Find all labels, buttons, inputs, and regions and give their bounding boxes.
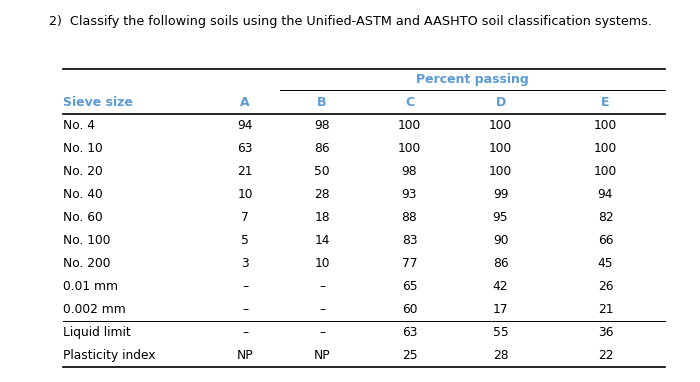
Text: NP: NP [314,349,330,362]
Text: 63: 63 [237,142,253,155]
Text: 55: 55 [493,326,508,339]
Text: 100: 100 [489,165,512,178]
Text: 21: 21 [598,303,613,316]
Text: 60: 60 [402,303,417,316]
Text: 42: 42 [493,280,508,293]
Text: E: E [601,96,610,108]
Text: 77: 77 [402,257,417,270]
Text: NP: NP [237,349,253,362]
Text: 63: 63 [402,326,417,339]
Text: 10: 10 [314,257,330,270]
Text: 90: 90 [493,234,508,247]
Text: 14: 14 [314,234,330,247]
Text: 10: 10 [237,188,253,201]
Text: 0.01 mm: 0.01 mm [63,280,118,293]
Text: 18: 18 [314,211,330,224]
Text: 50: 50 [314,165,330,178]
Text: No. 20: No. 20 [63,165,103,178]
Text: 82: 82 [598,211,613,224]
Text: C: C [405,96,414,108]
Text: 45: 45 [598,257,613,270]
Text: No. 4: No. 4 [63,119,95,132]
Text: 83: 83 [402,234,417,247]
Text: 65: 65 [402,280,417,293]
Text: 22: 22 [598,349,613,362]
Text: 100: 100 [594,119,617,132]
Text: –: – [242,303,248,316]
Text: 100: 100 [398,119,421,132]
Text: –: – [242,280,248,293]
Text: 94: 94 [237,119,253,132]
Text: 5: 5 [241,234,249,247]
Text: 88: 88 [402,211,417,224]
Text: –: – [319,326,325,339]
Text: 94: 94 [598,188,613,201]
Text: D: D [496,96,505,108]
Text: 21: 21 [237,165,253,178]
Text: No. 40: No. 40 [63,188,103,201]
Text: 36: 36 [598,326,613,339]
Text: B: B [317,96,327,108]
Text: 95: 95 [493,211,508,224]
Text: No. 10: No. 10 [63,142,103,155]
Text: Percent passing: Percent passing [416,73,529,86]
Text: 2)  Classify the following soils using the Unified-ASTM and AASHTO soil classifi: 2) Classify the following soils using th… [49,15,652,28]
Text: 86: 86 [493,257,508,270]
Text: No. 200: No. 200 [63,257,111,270]
Text: Liquid limit: Liquid limit [63,326,131,339]
Text: 26: 26 [598,280,613,293]
Text: 100: 100 [489,142,512,155]
Text: 0.002 mm: 0.002 mm [63,303,126,316]
Text: 17: 17 [493,303,508,316]
Text: Sieve size: Sieve size [63,96,133,108]
Text: 100: 100 [594,142,617,155]
Text: 66: 66 [598,234,613,247]
Text: No. 100: No. 100 [63,234,111,247]
Text: 7: 7 [241,211,249,224]
Text: 28: 28 [314,188,330,201]
Text: 98: 98 [402,165,417,178]
Text: 98: 98 [314,119,330,132]
Text: 99: 99 [493,188,508,201]
Text: –: – [242,326,248,339]
Text: 86: 86 [314,142,330,155]
Text: –: – [319,280,325,293]
Text: 93: 93 [402,188,417,201]
Text: 3: 3 [241,257,249,270]
Text: 25: 25 [402,349,417,362]
Text: 28: 28 [493,349,508,362]
Text: –: – [319,303,325,316]
Text: Plasticity index: Plasticity index [63,349,155,362]
Text: No. 60: No. 60 [63,211,103,224]
Text: 100: 100 [594,165,617,178]
Text: 100: 100 [489,119,512,132]
Text: A: A [240,96,250,108]
Text: 100: 100 [398,142,421,155]
